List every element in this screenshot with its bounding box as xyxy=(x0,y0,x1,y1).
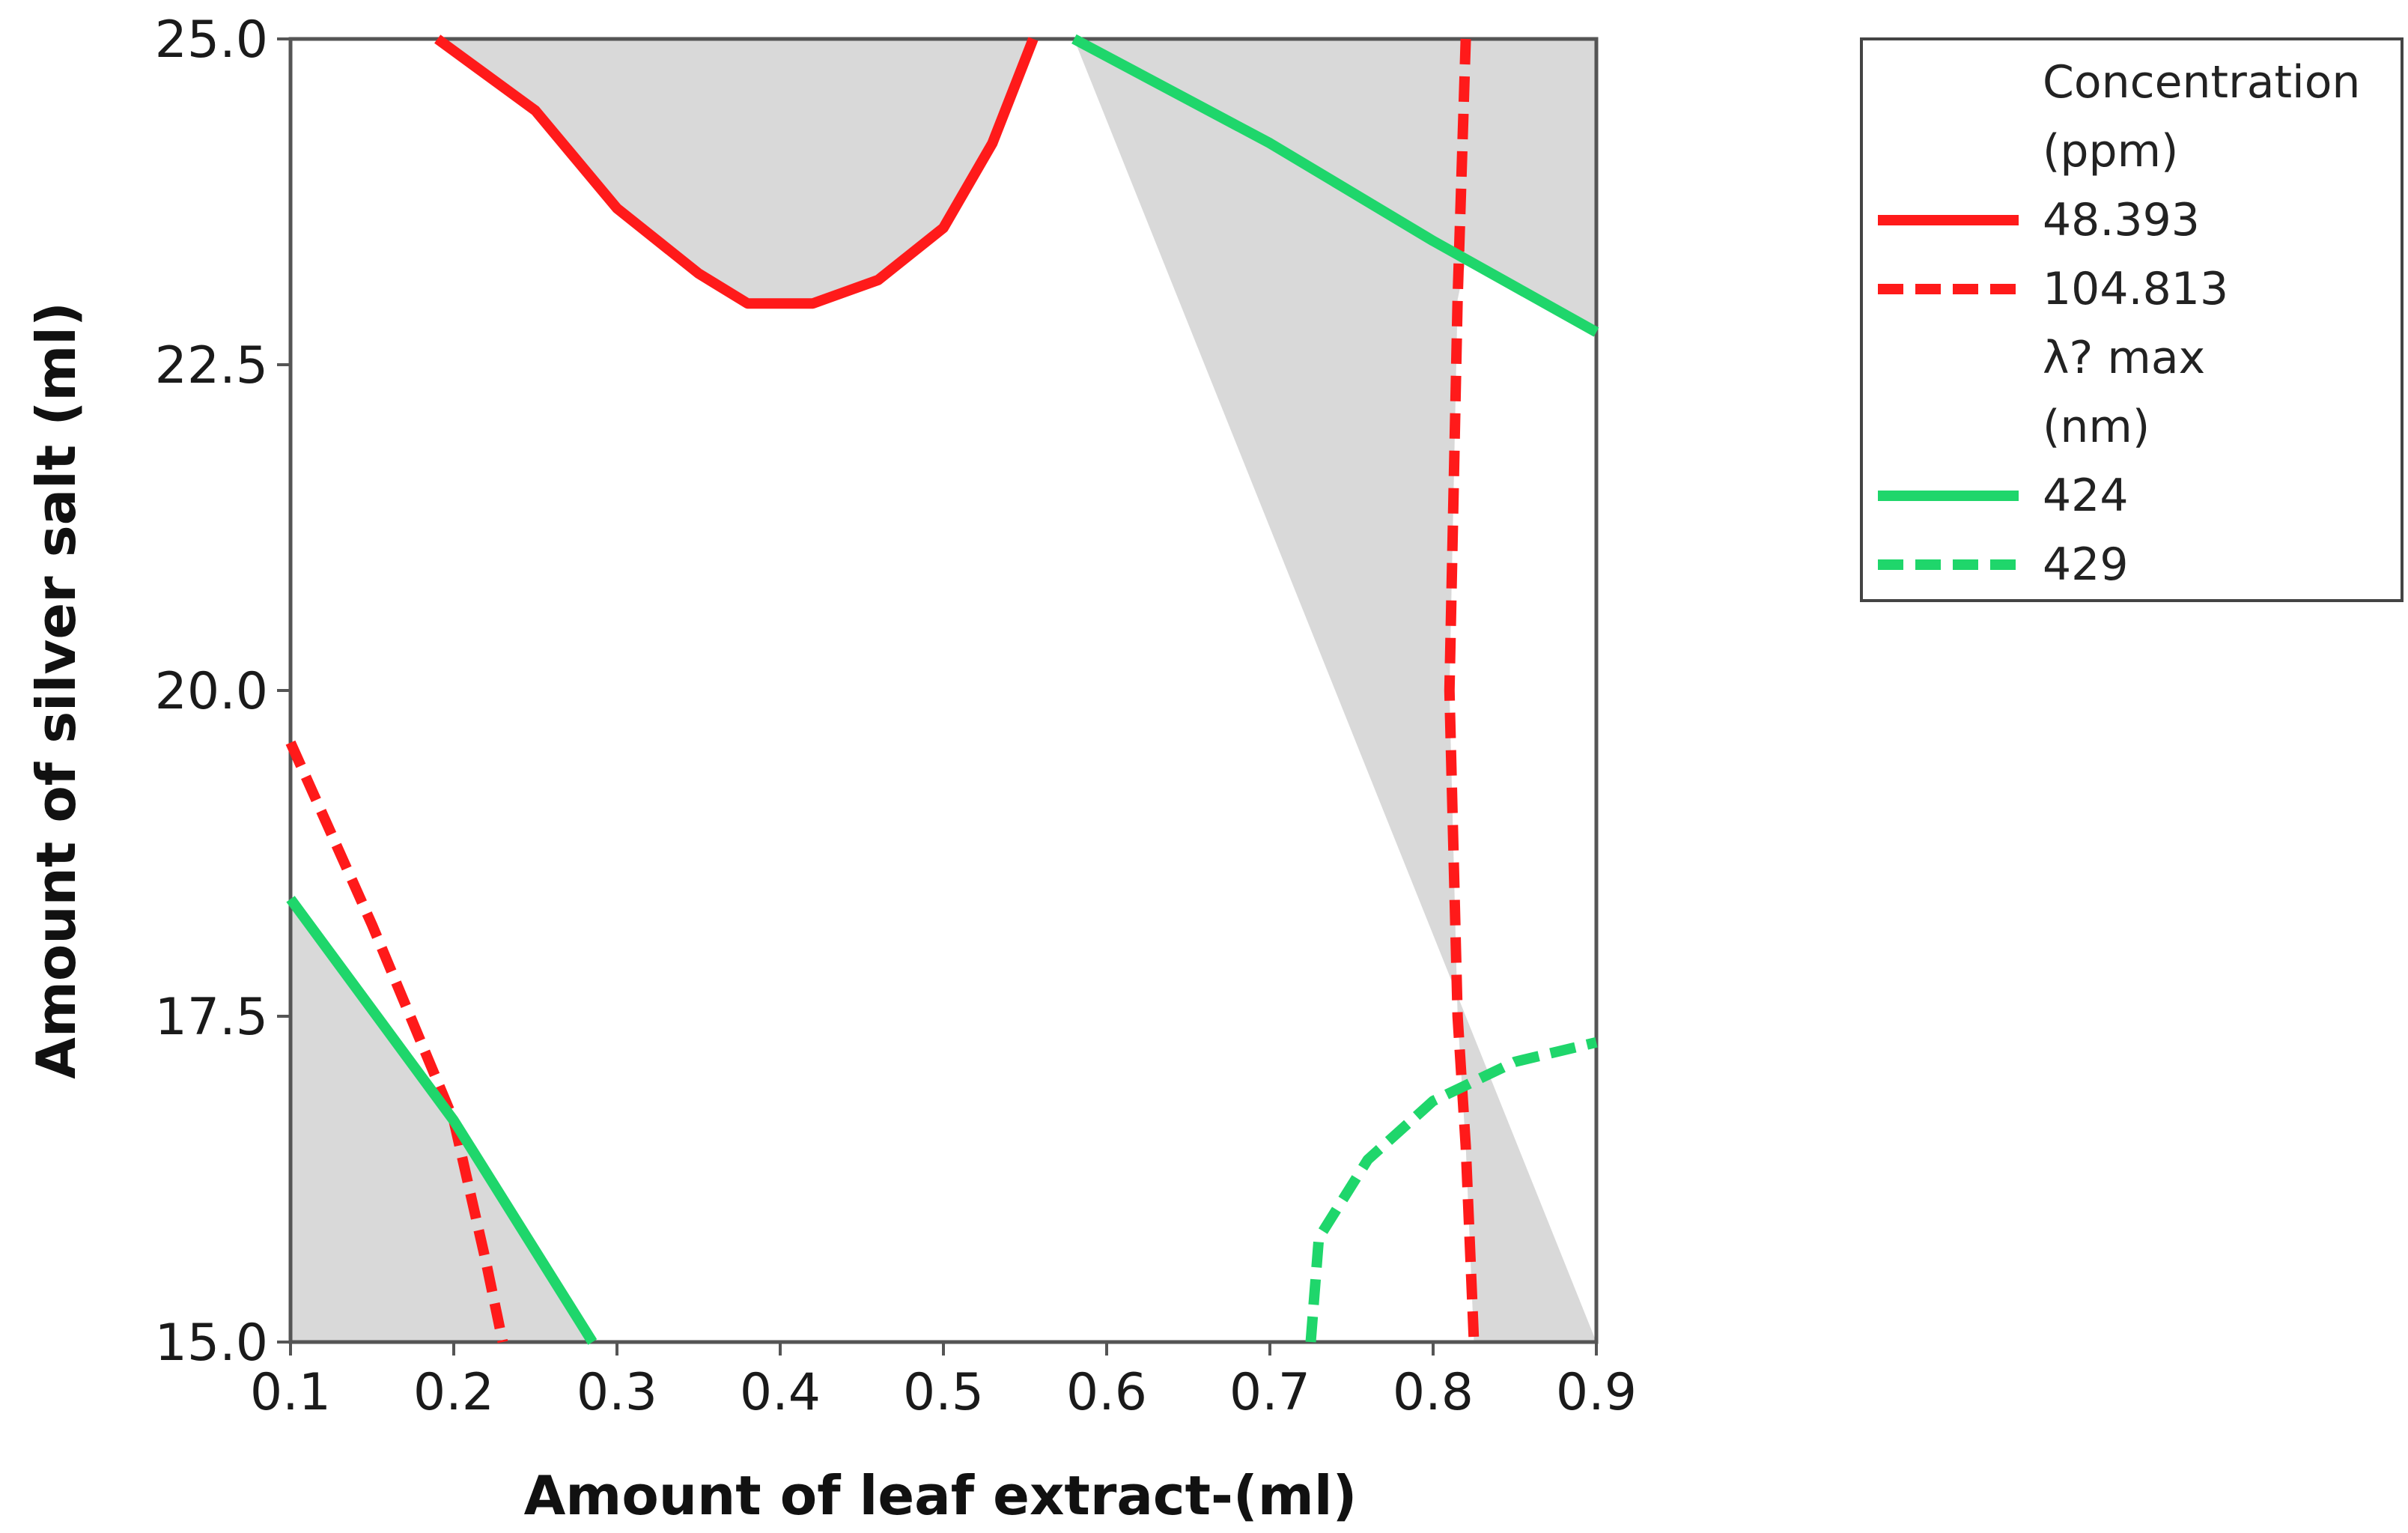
shaded-region-1 xyxy=(437,39,1033,304)
y-tick-label: 15.0 xyxy=(155,1314,268,1373)
shaded-region-2 xyxy=(1074,39,1596,1342)
contour-line-424-4 xyxy=(1071,34,1599,337)
contour-line-48.393-0 xyxy=(434,34,1039,309)
contour-lines xyxy=(285,34,1599,1345)
legend-entry-label: 104.813 xyxy=(2043,263,2228,315)
x-tick-label: 0.3 xyxy=(577,1363,657,1422)
y-tick-label: 17.5 xyxy=(155,988,268,1047)
legend-group-title: Concentration xyxy=(2043,56,2360,109)
legend-group-title: (nm) xyxy=(2043,401,2150,453)
legend-entry-label: 424 xyxy=(2043,470,2129,522)
legend-items: Concentration (ppm) 48.393 104.813 λ? max (nm… xyxy=(1878,56,2360,591)
y-axis-title: Amount of silver salt (ml) xyxy=(25,302,88,1079)
y-tick-label: 22.5 xyxy=(155,336,268,395)
y-tick-label: 20.0 xyxy=(155,662,268,721)
shaded-region-3 xyxy=(1074,39,1466,261)
legend-entry-label: 48.393 xyxy=(2043,194,2200,246)
x-tick-label: 0.1 xyxy=(250,1363,331,1422)
contour-line-424-3 xyxy=(286,896,598,1345)
x-tick-label: 0.7 xyxy=(1229,1363,1310,1422)
x-axis-ticks: 0.1 0.2 0.3 0.4 0.5 0.6 0.7 0.8 0.9 xyxy=(250,1342,1637,1422)
legend-box xyxy=(1860,37,2404,602)
x-axis-title: Amount of leaf extract-(ml) xyxy=(524,1464,1357,1527)
contour-line-104.813-2 xyxy=(1444,38,1480,1343)
legend-group-title: (ppm) xyxy=(2043,125,2178,177)
x-tick-label: 0.5 xyxy=(903,1363,984,1422)
legend-group-title: λ? max xyxy=(2043,332,2205,384)
x-tick-label: 0.9 xyxy=(1556,1363,1637,1422)
contour-line-429-5 xyxy=(1305,1036,1598,1343)
y-axis-ticks: 15.0 17.5 20.0 22.5 25.0 xyxy=(155,10,291,1373)
contour-line-104.813-1 xyxy=(285,740,508,1344)
legend-entry-label: 429 xyxy=(2043,538,2129,591)
x-tick-label: 0.4 xyxy=(740,1363,821,1422)
x-tick-label: 0.6 xyxy=(1066,1363,1147,1422)
legend: Concentration (ppm) 48.393 104.813 λ? max (nm… xyxy=(1860,37,2404,602)
x-tick-label: 0.2 xyxy=(413,1363,494,1422)
y-tick-label: 25.0 xyxy=(155,10,268,70)
x-tick-label: 0.8 xyxy=(1393,1363,1474,1422)
